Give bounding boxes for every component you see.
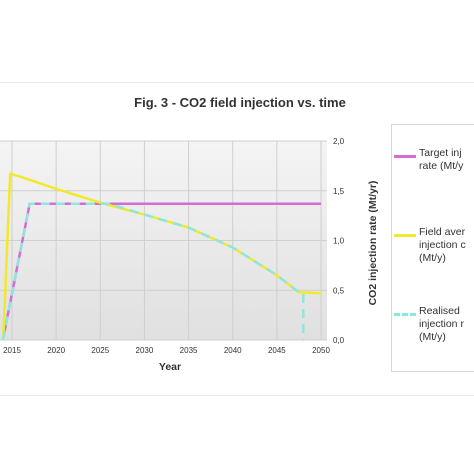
x-tick-label: 2050 <box>312 346 330 355</box>
x-tick-label: 2015 <box>3 346 21 355</box>
x-tick-label: 2020 <box>47 346 65 355</box>
y-tick-label: 1,0 <box>333 237 345 246</box>
legend-label-field-average: Field aver injection c (Mt/y) <box>419 226 466 264</box>
x-tick-label: 2045 <box>268 346 286 355</box>
chart-legend <box>391 124 474 372</box>
x-tick-label: 2025 <box>91 346 109 355</box>
y-tick-label: 1,5 <box>333 187 345 196</box>
x-tick-label: 2030 <box>136 346 154 355</box>
legend-swatch-target <box>394 155 416 158</box>
legend-label-target: Target inj rate (Mt/y <box>419 147 464 172</box>
legend-label-realised: Realised injection r (Mt/y) <box>419 305 464 343</box>
y-tick-label: 0,5 <box>333 286 345 295</box>
y-axis-title: CO2 injection rate (Mt/yr) <box>367 181 379 306</box>
y-tick-label: 0,0 <box>333 336 345 345</box>
legend-swatch-field-average <box>394 234 416 237</box>
x-axis-title: Year <box>159 361 181 373</box>
series-line-2 <box>1 202 305 340</box>
x-tick-label: 2035 <box>180 346 198 355</box>
chart-title: Fig. 3 - CO2 field injection vs. time <box>134 95 346 110</box>
x-tick-label: 2040 <box>224 346 242 355</box>
y-tick-label: 2,0 <box>333 137 345 146</box>
legend-swatch-realised <box>394 313 416 316</box>
